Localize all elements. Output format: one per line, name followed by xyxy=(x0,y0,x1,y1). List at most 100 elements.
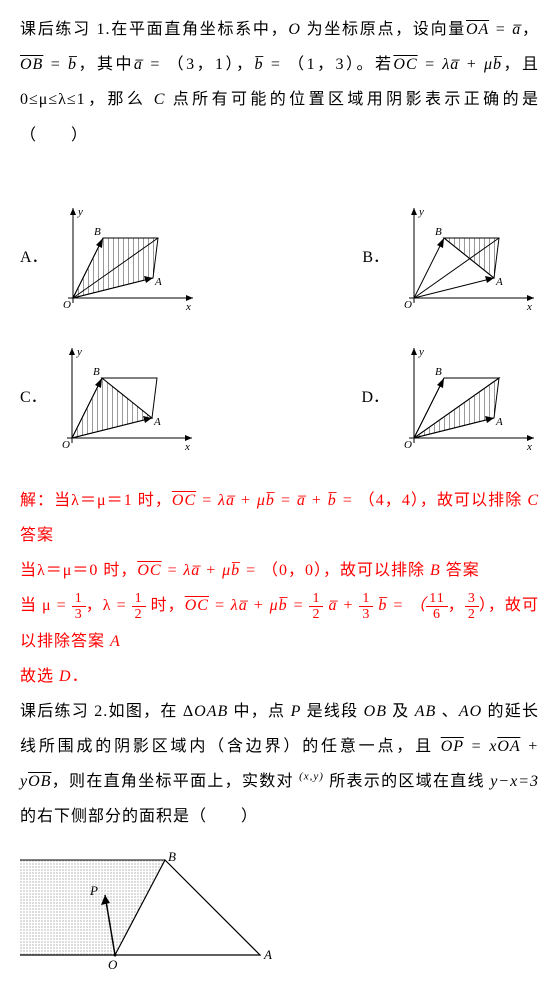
option-D[interactable]: D． O x y A B xyxy=(361,343,539,453)
text: 的右下侧部分的面积是（ ） xyxy=(20,808,258,825)
fraction: 13 xyxy=(359,591,373,623)
var: AB xyxy=(415,703,437,720)
var: P xyxy=(291,703,302,720)
options-row-1: A． O x y A B B． O x y xyxy=(20,203,539,313)
fraction: 32 xyxy=(465,591,479,623)
text: 当 μ = xyxy=(20,597,72,614)
text: 课后练习 1.在平面直角坐标系中， xyxy=(20,21,288,38)
text: 为坐标原点，设向量 xyxy=(301,21,466,38)
option-A[interactable]: A． O x y A B xyxy=(20,203,198,313)
option-label: B． xyxy=(362,240,389,275)
text: ，其中 xyxy=(77,56,134,73)
svg-text:B: B xyxy=(168,849,176,864)
svg-text:A: A xyxy=(154,276,162,288)
eq: = x xyxy=(464,738,498,755)
svg-text:x: x xyxy=(185,301,191,313)
text: 课后练习 2.如图，在 Δ xyxy=(20,703,194,720)
svg-text:A: A xyxy=(495,276,503,288)
option-label: A． xyxy=(20,240,48,275)
eq: = a̅ xyxy=(489,21,521,38)
fraction: 12 xyxy=(132,591,146,623)
option-C[interactable]: C． O x y A B xyxy=(20,343,197,453)
var-O: O xyxy=(288,21,301,38)
svg-text:y: y xyxy=(418,346,424,358)
text: 当λ＝μ＝0 时， xyxy=(20,562,137,579)
text: 及 xyxy=(387,703,415,720)
svg-text:x: x xyxy=(526,301,532,313)
vec-OC: OC xyxy=(137,562,161,579)
svg-text:B: B xyxy=(93,366,100,378)
opt: C xyxy=(527,492,539,509)
var: OAB xyxy=(194,703,228,720)
text: ， xyxy=(448,597,465,614)
text: 答案 xyxy=(441,562,480,579)
option-B[interactable]: B． O x y A B xyxy=(362,203,539,313)
text: （4，4），故可以排除 xyxy=(359,492,528,509)
eq: b̅ = xyxy=(254,56,288,73)
svg-text:O: O xyxy=(404,299,412,311)
text: 所表示的区域在直线 xyxy=(324,773,490,790)
text: 中，点 xyxy=(228,703,290,720)
solution-line-2: 当λ＝μ＝0 时，OC = λa̅ + μb̅ = （0，0），故可以排除 B … xyxy=(20,553,539,588)
opt: D xyxy=(59,668,72,685)
text: 答案 xyxy=(20,527,54,544)
solution-line-4: 故选 D． xyxy=(20,659,539,694)
fraction: 13 xyxy=(72,591,86,623)
solution-line-3: 当 μ = 13，λ = 12 时，OC = λa̅ + μb̅ = 12 a̅… xyxy=(20,588,539,658)
svg-text:P: P xyxy=(89,883,98,898)
svg-text:y: y xyxy=(76,346,82,358)
svg-text:O: O xyxy=(404,439,412,451)
text: 故选 xyxy=(20,668,59,685)
text: ，则在直角坐标平面上，实数对 xyxy=(51,773,299,790)
vec-OC: OC xyxy=(172,492,196,509)
text: （3，1）， xyxy=(168,56,255,73)
triangle-diagram: B P O A xyxy=(20,845,280,975)
text: 时， xyxy=(146,597,185,614)
text: ， xyxy=(521,21,539,38)
problem-2: 课后练习 2.如图，在 ΔOAB 中，点 P 是线段 OB 及 AB 、AO 的… xyxy=(20,694,539,835)
text: （1，3）。若 xyxy=(288,56,393,73)
eq: y−x=3 xyxy=(490,773,539,790)
opt: B xyxy=(430,562,441,579)
svg-text:A: A xyxy=(495,416,503,428)
var: (x,y) xyxy=(299,771,324,783)
vec-OB: OB xyxy=(20,56,43,73)
svg-text:A: A xyxy=(263,947,272,962)
opt: A xyxy=(110,633,121,650)
svg-text:B: B xyxy=(435,226,442,238)
vec-OC: OC xyxy=(185,597,209,614)
eq: = λa̅ + μb̅ = xyxy=(209,597,310,614)
eq: a̅ = xyxy=(134,56,168,73)
chart-B: O x y A B xyxy=(399,203,539,313)
svg-text:x: x xyxy=(526,441,532,453)
vec-OC: OC xyxy=(393,56,417,73)
text: 、 xyxy=(436,703,459,720)
solution-line-1: 解：当λ＝μ＝1 时，OC = λa̅ + μb̅ = a̅ + b̅ = （4… xyxy=(20,483,539,553)
figure-2: B P O A xyxy=(20,845,539,975)
var-C: C xyxy=(154,91,166,108)
eq: = λa̅ + μb̅ xyxy=(418,56,502,73)
fraction: 12 xyxy=(309,591,323,623)
problem-1: 课后练习 1.在平面直角坐标系中，O 为坐标原点，设向量OA = a̅， OB =… xyxy=(20,12,539,153)
vec-OA: OA xyxy=(466,21,489,38)
fraction: 116 xyxy=(426,591,447,623)
vec-OA: OA xyxy=(497,738,520,755)
eq: = λa̅ + μb̅ = a̅ + b̅ = xyxy=(196,492,359,509)
var: OB xyxy=(364,703,387,720)
var: AO xyxy=(459,703,482,720)
eq: = λa̅ + μb̅ = xyxy=(162,562,262,579)
eq: b̅ = （ xyxy=(373,597,426,614)
svg-text:x: x xyxy=(184,441,190,453)
eq: a̅ + xyxy=(323,597,359,614)
option-label: D． xyxy=(361,380,389,415)
svg-text:O: O xyxy=(108,957,118,972)
vec-OP: OP xyxy=(441,738,464,755)
svg-text:O: O xyxy=(62,439,70,451)
options-row-2: C． O x y A B D． O x y xyxy=(20,343,539,453)
text: 是线段 xyxy=(301,703,363,720)
svg-text:y: y xyxy=(77,206,83,218)
text: 解：当λ＝μ＝1 时， xyxy=(20,492,172,509)
text: ． xyxy=(72,668,89,685)
option-label: C． xyxy=(20,380,47,415)
vec-OB: OB xyxy=(28,773,51,790)
